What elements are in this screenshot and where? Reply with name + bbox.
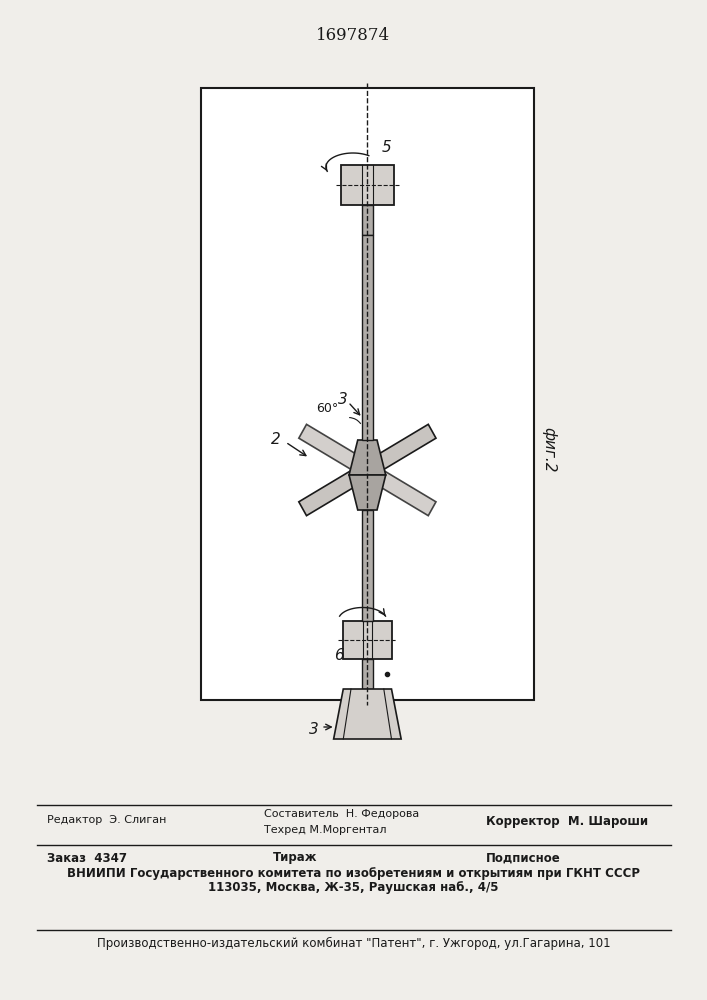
Text: Заказ  4347: Заказ 4347 [47,852,127,864]
Polygon shape [299,424,436,516]
Text: 3: 3 [310,722,320,736]
Text: Тираж: Тираж [274,852,318,864]
Bar [361,659,373,689]
Text: 2: 2 [271,432,281,448]
Bar [361,205,373,235]
Polygon shape [299,424,436,516]
Polygon shape [349,475,386,510]
Text: фиг.2: фиг.2 [542,427,556,473]
Text: 6: 6 [334,648,344,662]
Text: Корректор  М. Шароши: Корректор М. Шароши [486,816,648,828]
Text: Редактор  Э. Слиган: Редактор Э. Слиган [47,815,166,825]
Text: Подписное: Подписное [486,852,560,864]
Text: 60°: 60° [316,401,338,414]
Text: Производственно-издательский комбинат "Патент", г. Ужгород, ул.Гагарина, 101: Производственно-издательский комбинат "П… [97,936,610,950]
Text: 3: 3 [339,392,348,408]
Polygon shape [334,689,401,739]
Text: Составитель  Н. Федорова: Составитель Н. Федорова [264,809,419,819]
Text: 5: 5 [382,139,392,154]
Bar [361,510,373,621]
Text: Техред М.Моргентал: Техред М.Моргентал [264,825,386,835]
Text: ВНИИПИ Государственного комитета по изобретениям и открытиям при ГКНТ СССР: ВНИИПИ Государственного комитета по изоб… [67,866,640,880]
Bar [344,621,392,659]
Text: 113035, Москва, Ж-35, Раушская наб., 4/5: 113035, Москва, Ж-35, Раушская наб., 4/5 [208,880,498,894]
Bar [201,88,534,700]
Bar [361,235,373,440]
Polygon shape [349,440,386,475]
Bar [341,165,394,205]
Text: 1697874: 1697874 [316,26,390,43]
